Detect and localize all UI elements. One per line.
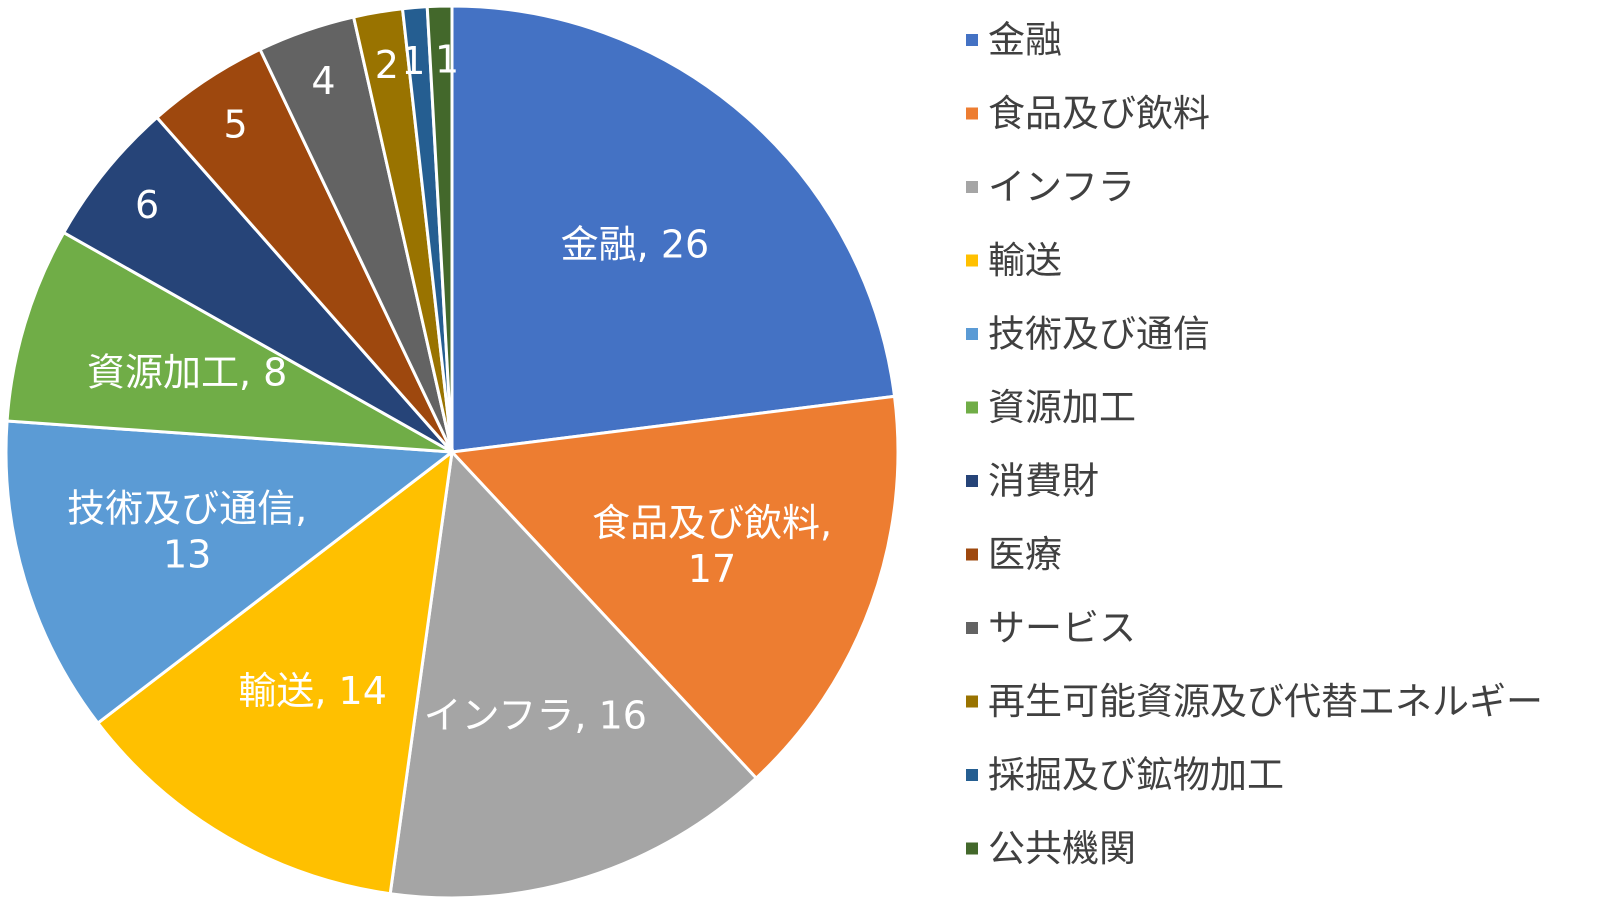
data-label-4: 輸送, 14 [238,669,387,713]
legend-label-1: 金融 [988,19,1062,62]
legend-swatch-6 [966,401,978,414]
pie-slice-5 [4,419,457,726]
legend-swatch-11 [966,769,978,781]
data-label-7: 6 [135,183,159,227]
pie-slices [4,4,900,900]
pie-slice-3 [388,448,759,900]
legend-swatch-1 [966,34,978,46]
legend-swatch-4 [966,254,978,267]
legend-swatch-2 [966,107,978,120]
legend: 金融食品及び飲料インフラ輸送技術及び通信資源加工消費財医療サービス再生可能資源及… [966,19,1543,870]
data-label-1: 金融, 26 [561,223,710,267]
legend-label-6: 資源加工 [988,386,1136,429]
pie-slice-6 [5,230,453,454]
legend-label-8: 医療 [988,533,1062,576]
pie-data-labels: 金融, 26 食品及び飲料, 17 インフラ, 16 輸送, 14 技術及び通信, 13 資源… [67,38,832,738]
legend-swatch-10 [966,695,978,708]
legend-label-2: 食品及び飲料 [988,92,1210,135]
pie-slice-4 [95,448,454,896]
legend-swatch-7 [966,475,978,487]
legend-swatch-12 [966,842,978,855]
legend-swatch-9 [966,622,978,634]
legend-swatch-3 [966,181,978,193]
pie-slice-2 [448,394,900,781]
data-label-12: 1 [435,38,459,82]
legend-label-7: 消費財 [988,460,1099,503]
data-label-2: 食品及び飲料, 17 [592,501,832,591]
pie-slice-12 [425,4,454,453]
legend-swatch-5 [966,328,978,340]
data-label-6: 資源加工, 8 [87,350,287,394]
data-label-11: 1 [401,39,425,83]
legend-swatch-8 [966,548,978,561]
data-label-9: 4 [311,59,335,103]
data-label-8: 5 [224,103,248,147]
pie-slice-1 [450,4,897,454]
data-label-10: 2 [375,43,399,87]
legend-label-5: 技術及び通信 [988,313,1210,356]
legend-label-10: 再生可能資源及び代替エネルギー [988,680,1543,723]
data-label-5: 技術及び通信, 13 [67,487,307,577]
legend-label-9: サービス [988,607,1136,650]
legend-label-12: 公共機関 [988,827,1136,870]
data-label-3: インフラ, 16 [424,694,647,738]
legend-label-4: 輸送 [988,239,1062,282]
pie-slice-7 [61,115,454,454]
legend-label-3: インフラ [988,166,1135,209]
legend-label-11: 採掘及び鉱物加工 [988,754,1284,797]
